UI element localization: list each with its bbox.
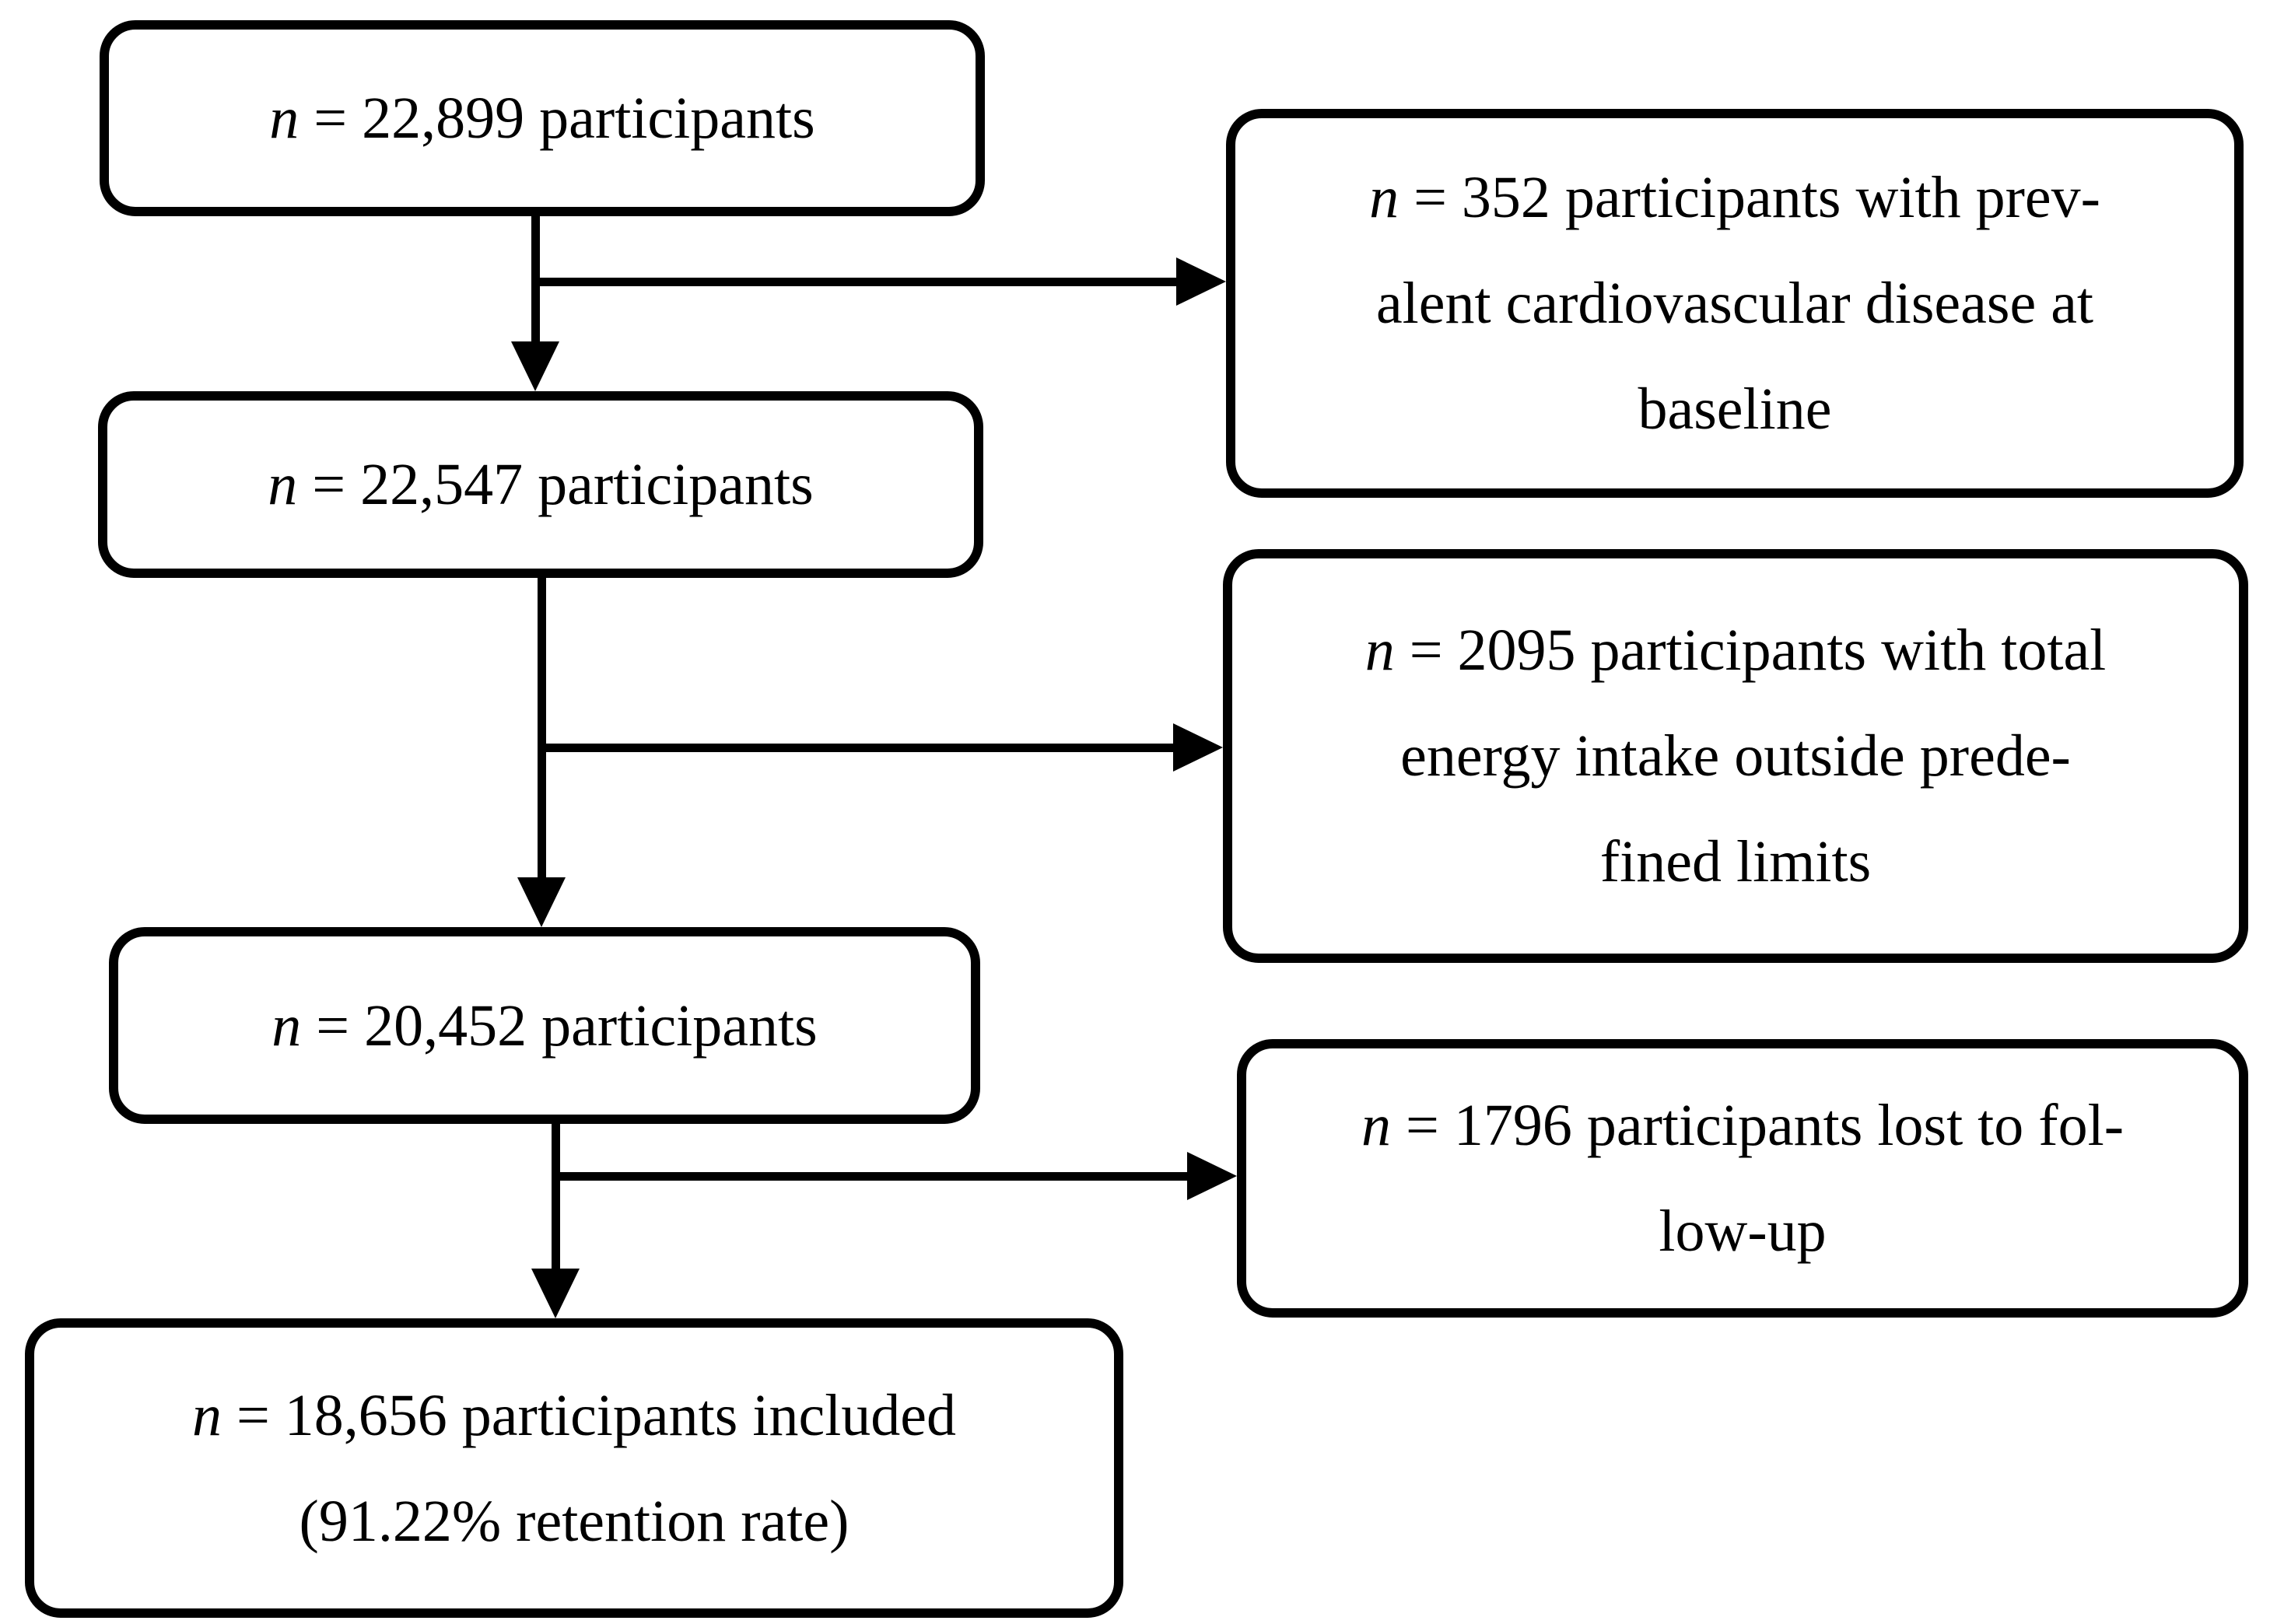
line-text: low-up [1659,1199,1827,1264]
line-text: = 2095 participants with total [1394,618,2107,683]
line-text: = 352 participants with prev- [1399,165,2100,230]
n-symbol: n [271,992,302,1059]
line-text: = 20,452 participants [301,992,818,1059]
box-text-line: low-up [1659,1178,1826,1284]
line-text: energy intake outside prede- [1400,723,2071,789]
exclusion-box-energy-intake: n = 2095 participants with total energy … [1223,549,2248,963]
arrowhead-down-icon [531,1269,580,1318]
line-text: fined limits [1599,829,1872,894]
arrow-shaft [531,278,1178,286]
line-text: = 18,656 participants included [221,1382,957,1448]
exclusion-box-cvd-baseline: n = 352 participants with prev- alent ca… [1226,109,2244,498]
arrow-shaft [552,1124,560,1270]
line-text: (91.22% retention rate) [299,1488,849,1554]
arrow-shaft [552,1172,1189,1181]
arrowhead-right-icon [1173,723,1223,772]
line-text: alent cardiovascular disease at [1375,271,2094,336]
line-text: = 22,547 participants [297,452,814,517]
arrowhead-right-icon [1187,1152,1237,1200]
box-text-line: n = 1796 participants lost to fol- [1361,1073,2124,1178]
n-symbol: n [269,86,300,151]
line-text: = 22,899 participants [299,86,815,151]
box-text-line: baseline [1638,356,1831,462]
arrowhead-right-icon [1176,257,1226,306]
box-text-line: n = 18,656 participants included [192,1363,956,1468]
box-text-line: n = 22,899 participants [269,65,814,171]
box-text-line: n = 352 participants with prev- [1369,145,2100,250]
n-symbol: n [1369,165,1399,230]
box-text-line: n = 20,452 participants [271,973,817,1079]
line-text: = 1796 participants lost to fol- [1390,1093,2125,1158]
flow-box-after-energy-exclusion: n = 20,452 participants [109,927,980,1124]
box-text-line: n = 22,547 participants [268,432,813,537]
box-text-line: fined limits [1600,809,1871,915]
exclusion-box-lost-follow-up: n = 1796 participants lost to fol- low-u… [1237,1039,2248,1318]
box-text-line: energy intake outside prede- [1400,703,2071,809]
arrow-shaft [538,744,1175,752]
flow-box-final-included: n = 18,656 participants included (91.22%… [25,1318,1123,1618]
arrow-shaft [538,578,546,880]
box-text-line: n = 2095 participants with total [1365,597,2107,703]
arrowhead-down-icon [511,341,559,391]
box-text-line: (91.22% retention rate) [300,1468,849,1574]
box-text-line: alent cardiovascular disease at [1376,250,2093,356]
flow-box-initial-participants: n = 22,899 participants [100,20,985,216]
n-symbol: n [1364,618,1395,683]
line-text: baseline [1638,376,1832,442]
n-symbol: n [1361,1093,1391,1158]
arrowhead-down-icon [517,877,566,927]
n-symbol: n [191,1382,222,1448]
n-symbol: n [268,452,298,517]
flow-box-after-cvd-exclusion: n = 22,547 participants [98,391,983,578]
